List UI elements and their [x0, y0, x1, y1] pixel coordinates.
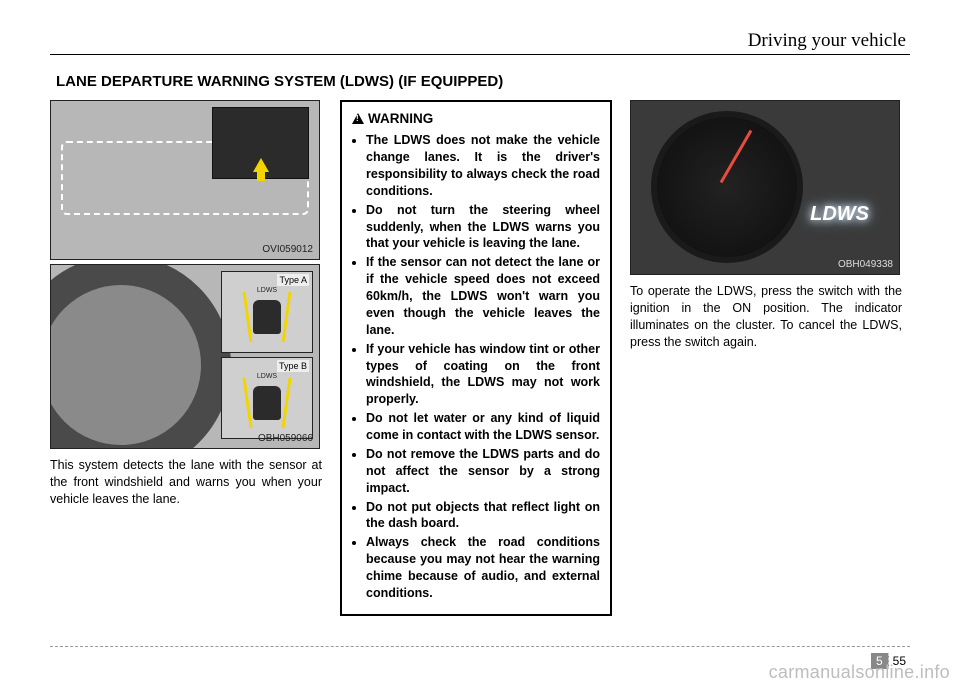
column-2: WARNING The LDWS does not make the vehic…: [340, 100, 612, 616]
switch-inset-type-a: Type A LDWS: [221, 271, 313, 353]
figure-windshield-sensor: OVI059012: [50, 100, 320, 260]
warning-item: Always check the road conditions because…: [366, 534, 600, 602]
col3-text: To operate the LDWS, press the switch wi…: [630, 283, 902, 351]
figure-steering-switch: Type A LDWS Type B LDWS OBH059066: [50, 264, 320, 449]
manual-page: Driving your vehicle LANE DEPARTURE WARN…: [0, 0, 960, 689]
lane-left-icon: [242, 378, 252, 428]
switch-inset-type-b: Type B LDWS: [221, 357, 313, 439]
figure-cluster-indicator: LDWS OBH049338: [630, 100, 900, 275]
warning-item: Do not remove the LDWS parts and do not …: [366, 446, 600, 497]
sensor-inset: [212, 107, 309, 179]
arrow-up-icon: [253, 158, 269, 172]
lane-right-icon: [281, 378, 291, 428]
figure-code: OVI059012: [262, 243, 313, 257]
column-1: OVI059012 Type A LDWS Type B LDWS: [50, 100, 322, 616]
warning-title-text: WARNING: [368, 111, 433, 126]
column-3: LDWS OBH049338 To operate the LDWS, pres…: [630, 100, 902, 616]
footer-rule: [50, 646, 910, 647]
ldws-indicator-lamp: LDWS: [810, 201, 869, 228]
warning-item: If your vehicle has window tint or other…: [366, 341, 600, 409]
figure-code: OBH059066: [258, 432, 313, 446]
warning-item: Do not put objects that reflect light on…: [366, 499, 600, 533]
col1-text: This system detects the lane with the se…: [50, 457, 322, 508]
type-a-label: Type A: [277, 274, 309, 286]
lane-right-icon: [281, 292, 291, 342]
gauge-icon: [651, 111, 803, 263]
ldws-label: LDWS: [222, 372, 312, 381]
ldws-label: LDWS: [222, 286, 312, 295]
page-title: LANE DEPARTURE WARNING SYSTEM (LDWS) (IF…: [56, 73, 910, 90]
watermark: carmanualsonline.info: [769, 662, 950, 683]
steering-wheel: [50, 264, 231, 449]
header-rule: [50, 54, 910, 55]
car-icon: [253, 300, 281, 334]
figure-code: OBH049338: [838, 258, 893, 272]
warning-item: If the sensor can not detect the lane or…: [366, 254, 600, 338]
warning-title: WARNING: [352, 110, 600, 128]
warning-triangle-icon: [352, 113, 364, 124]
car-icon: [253, 386, 281, 420]
section-header: Driving your vehicle: [50, 30, 910, 52]
warning-item: Do not turn the steering wheel suddenly,…: [366, 202, 600, 253]
lane-left-icon: [242, 292, 252, 342]
warning-item: The LDWS does not make the vehicle chang…: [366, 132, 600, 200]
warning-list: The LDWS does not make the vehicle chang…: [352, 132, 600, 602]
type-b-label: Type B: [277, 360, 309, 372]
warning-box: WARNING The LDWS does not make the vehic…: [340, 100, 612, 616]
warning-item: Do not let water or any kind of liquid c…: [366, 410, 600, 444]
content-columns: OVI059012 Type A LDWS Type B LDWS: [50, 100, 910, 616]
